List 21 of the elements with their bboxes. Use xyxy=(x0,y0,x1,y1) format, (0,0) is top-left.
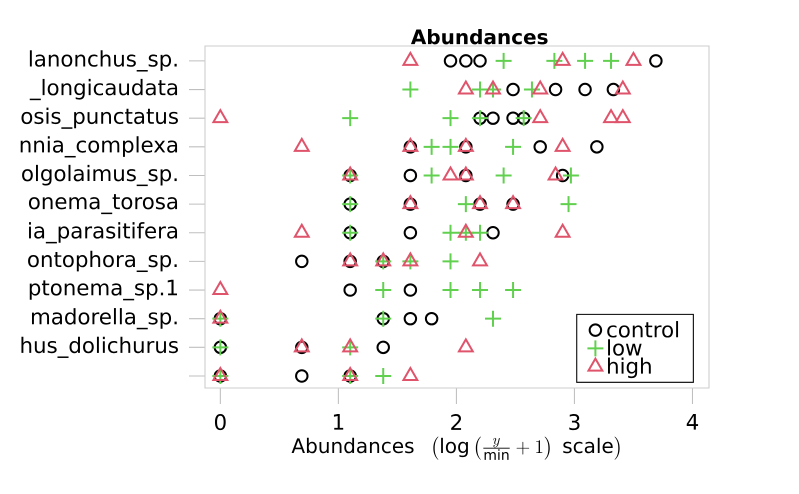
legend-label: control xyxy=(607,321,678,338)
y-tick-label: olgolaimus_sp. xyxy=(22,164,177,186)
x-tick-label: 3 xyxy=(569,414,580,430)
legend-label: high xyxy=(608,357,651,378)
y-tick-label: madorella_sp. xyxy=(32,308,177,330)
y-tick-label: ia_parasitifera xyxy=(29,222,178,244)
y-tick-label: onema_torosa xyxy=(28,194,178,214)
x-tick-label: 4 xyxy=(686,414,698,430)
y-tick-label: lanonchus_sp. xyxy=(30,50,177,72)
y-tick-label: ontophora_sp. xyxy=(28,250,177,272)
y-tick-label: ptonema_sp.1 xyxy=(30,280,178,300)
x-axis-title: $\text{Abundances}\ \ \left(\log\left(\frac{y}{\min}+1\right)\ \text{scale}\right)$ xyxy=(292,436,620,460)
x-tick-label: 1 xyxy=(334,414,344,430)
y-tick-label: nnia_complexa xyxy=(20,136,178,158)
y-tick-label: osis_punctatus xyxy=(22,108,178,129)
y-tick-label: hus_dolichurus xyxy=(21,336,178,358)
legend-label: low xyxy=(608,339,642,356)
chart-title: Abundances xyxy=(410,28,548,44)
y-tick-label: _longicaudata xyxy=(30,78,178,100)
x-tick-label: 0 xyxy=(214,414,226,430)
x-tick-label: 2 xyxy=(451,414,462,430)
